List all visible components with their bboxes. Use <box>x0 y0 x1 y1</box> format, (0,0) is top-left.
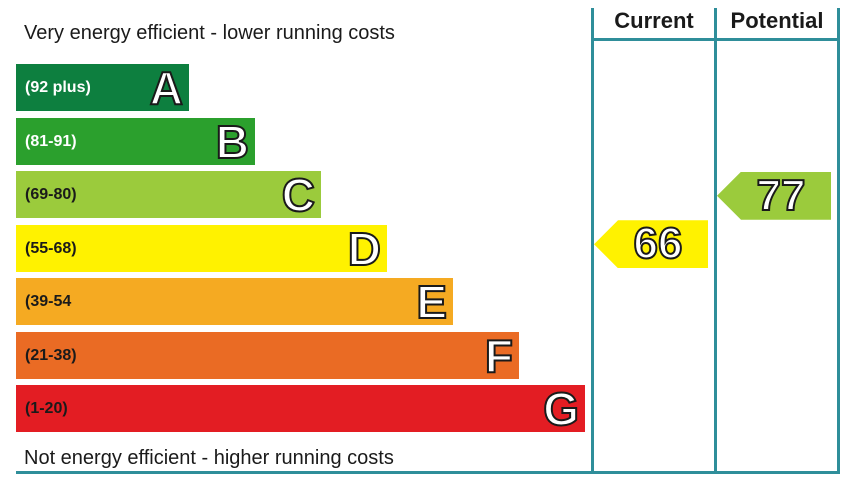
current-column-header: Current <box>614 8 694 33</box>
band-range-label: (21-38) <box>25 346 77 364</box>
grid-line <box>837 8 840 474</box>
top-caption: Very energy efficient - lower running co… <box>24 22 395 44</box>
band-d: (55-68) D <box>16 222 387 276</box>
band-a: (92 plus) A <box>16 61 189 115</box>
band-range-label: (92 plus) <box>25 79 91 96</box>
band-c: (69-80) C <box>16 168 321 222</box>
band-letter: G <box>542 382 580 436</box>
band-range-label: (81-91) <box>25 132 77 150</box>
grid-line <box>591 38 840 41</box>
grid-line <box>16 471 840 474</box>
potential-column-header: Potential <box>730 8 824 33</box>
band-letter: F <box>484 329 514 383</box>
band-range-label: (55-68) <box>25 239 77 257</box>
band-range-label: (69-80) <box>25 186 77 203</box>
bottom-caption: Not energy efficient - higher running co… <box>24 447 394 469</box>
grid-line <box>714 8 717 474</box>
band-g: (1-20) G <box>16 382 585 436</box>
current-rating-value: 66 <box>633 219 684 269</box>
potential-rating-value: 77 <box>756 170 807 220</box>
potential-rating-arrow: 77 <box>717 171 831 220</box>
band-letter: A <box>149 61 184 115</box>
band-letter: E <box>415 275 448 329</box>
band-letter: C <box>281 168 316 222</box>
grid-line <box>591 8 594 474</box>
band-letter: D <box>347 222 382 276</box>
band-range-label: (39-54 <box>25 293 72 310</box>
current-rating-arrow: 66 <box>594 220 708 269</box>
band-e: (39-54 E <box>16 275 453 329</box>
band-range-label: (1-20) <box>25 400 68 417</box>
band-f: (21-38) F <box>16 329 519 383</box>
band-letter: B <box>215 115 250 169</box>
band-b: (81-91) B <box>16 115 255 169</box>
